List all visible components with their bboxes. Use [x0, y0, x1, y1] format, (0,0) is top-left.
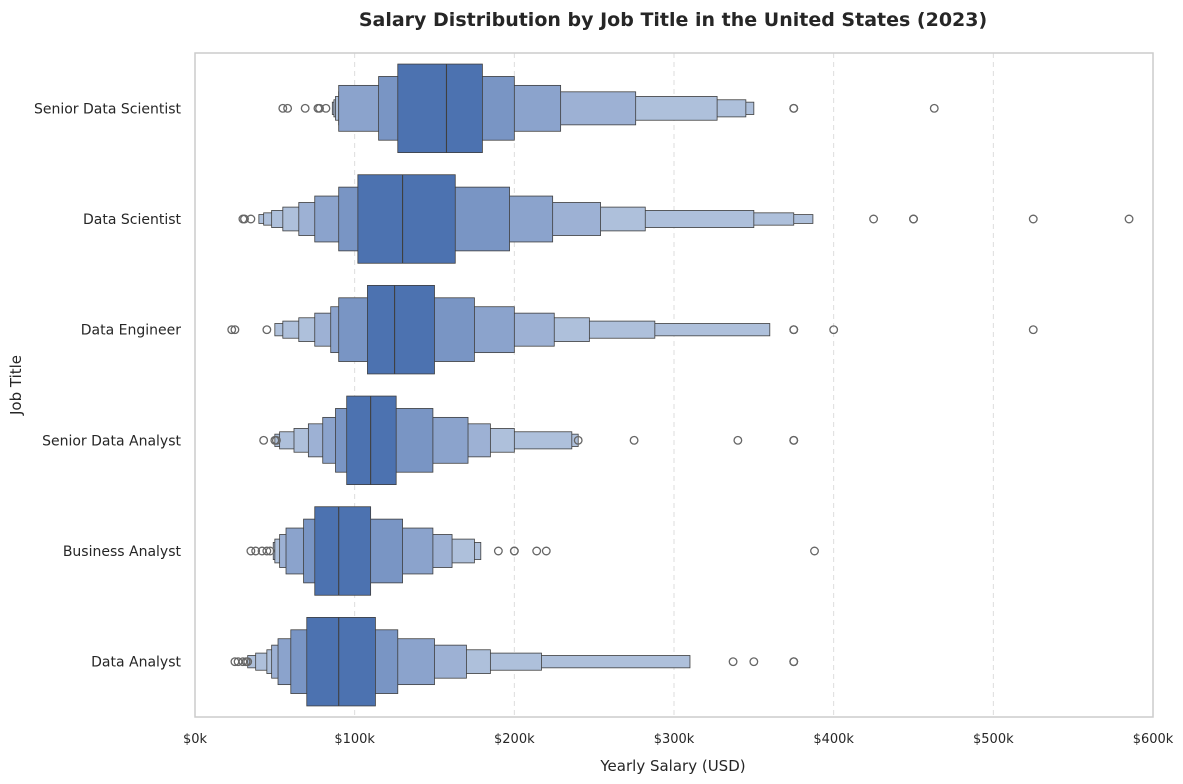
y-tick-label: Business Analyst: [63, 544, 182, 560]
x-tick-label: $500k: [973, 732, 1014, 747]
x-tick-label: $300k: [654, 732, 695, 747]
boxen-group: [230, 617, 799, 707]
boxen-group: [278, 63, 939, 153]
outlier-point: [728, 657, 738, 667]
outlier-point: [789, 657, 799, 667]
outlier-point: [262, 546, 272, 556]
outlier-point: [573, 435, 583, 445]
y-tick-label: Senior Data Scientist: [34, 101, 182, 117]
outlier-point: [315, 103, 324, 113]
x-tick-label: $400k: [813, 732, 854, 747]
outlier-point: [532, 546, 542, 556]
y-axis-label: Job Title: [7, 355, 25, 416]
outlier-point: [262, 325, 272, 335]
outlier-point: [243, 657, 253, 667]
boxen-group: [246, 506, 819, 596]
outlier-point: [246, 214, 256, 224]
boxen-box: [367, 284, 435, 375]
outlier-point: [810, 546, 819, 556]
outlier-point: [789, 325, 799, 335]
boxen-group: [259, 395, 799, 486]
axis-ticks: $0k $100k $200k $300k $400k $500k $600k Senior …: [34, 101, 1174, 747]
outlier-point: [829, 325, 839, 335]
outlier-point: [493, 546, 503, 556]
outlier-point: [1124, 214, 1134, 224]
x-tick-label: $100k: [334, 732, 375, 747]
outlier-point: [300, 103, 310, 113]
outlier-point: [230, 325, 240, 335]
outlier-point: [509, 546, 519, 556]
outlier-point: [789, 435, 799, 445]
outlier-point: [278, 103, 288, 113]
outlier-point: [246, 546, 256, 556]
boxen-box: [357, 174, 456, 264]
outlier-point: [321, 103, 331, 113]
outlier-point: [259, 435, 269, 445]
boxen-box: [397, 63, 483, 153]
outlier-point: [283, 103, 293, 113]
x-tick-label: $0k: [183, 732, 208, 747]
outlier-point: [240, 214, 249, 224]
y-tick-label: Data Analyst: [91, 655, 181, 671]
outlier-point: [265, 546, 275, 556]
outlier-point: [1028, 325, 1038, 335]
outlier-point: [749, 657, 759, 667]
boxen-group: [227, 284, 1038, 375]
outlier-point: [251, 546, 261, 556]
outlier-point: [789, 103, 799, 113]
y-tick-label: Data Scientist: [83, 212, 182, 228]
grid-lines: [354, 53, 994, 717]
boxen-box: [314, 506, 372, 596]
x-axis-label: Yearly Salary (USD): [599, 757, 745, 775]
outlier-point: [227, 325, 237, 335]
x-tick-label: $600k: [1133, 732, 1174, 747]
outlier-point: [238, 657, 248, 667]
chart-title: Salary Distribution by Job Title in the …: [359, 9, 987, 31]
boxen-box: [306, 617, 376, 707]
outlier-point: [541, 546, 551, 556]
boxen-plots: [227, 63, 1134, 707]
y-tick-label: Senior Data Analyst: [42, 433, 181, 449]
outlier-point: [1028, 214, 1038, 224]
outlier-point: [909, 214, 918, 224]
outlier-point: [869, 214, 879, 224]
boxen-group: [238, 174, 1134, 264]
outlier-point: [271, 435, 281, 445]
outlier-point: [929, 103, 939, 113]
outlier-point: [733, 435, 743, 445]
x-tick-label: $200k: [494, 732, 535, 747]
outlier-point: [629, 435, 639, 445]
y-tick-label: Data Engineer: [81, 323, 181, 339]
boxen-box: [346, 395, 397, 486]
plot-frame: [194, 52, 1154, 718]
